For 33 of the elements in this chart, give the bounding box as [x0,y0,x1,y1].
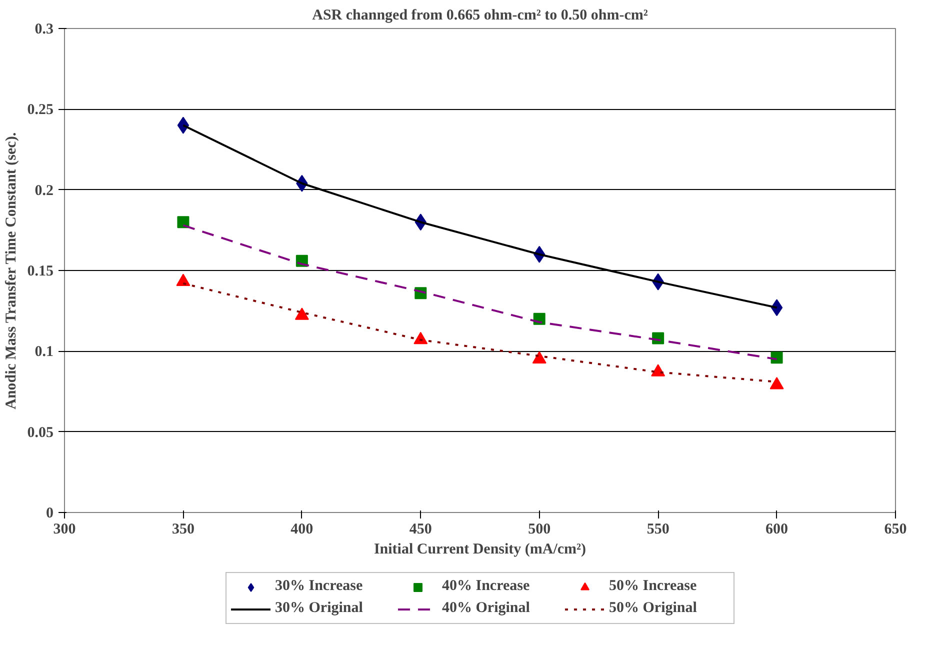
point [176,274,190,286]
legend-label: 50% Increase [609,578,698,595]
x-tick-label: 400 [290,522,314,538]
point [177,116,190,134]
legend-label: 50% Original [609,600,698,617]
x-axis-title: Initial Current Density (mA/cm²) [374,542,586,558]
x-tick-label: 350 [172,522,194,538]
point [532,351,546,364]
x-tick-label: 650 [884,522,907,538]
y-tick-label: 0.1 [34,344,54,360]
point [651,364,666,376]
y-tick-label: 0.3 [34,22,54,38]
x-tick-label: 550 [646,522,670,538]
chart-title: ASR channged from 0.665 ohm-cm² to 0.50 ohm-cm² [312,8,648,24]
legend-label: 40% Increase [442,578,531,595]
x-tick-label: 450 [409,522,432,538]
legend-label: 40% Original [442,600,531,617]
y-axis-title: Anodic Mass Transfer Time Constant (sec). [3,132,20,410]
point [294,308,309,320]
y-tick-label: 0.25 [27,102,54,118]
y-tick-label: 0.15 [27,264,54,280]
point [770,377,784,390]
legend-label: 30% Increase [275,578,364,595]
legend-label: 30% Original [275,600,364,617]
y-tick-label: 0 [46,506,54,522]
x-tick-label: 600 [766,522,788,538]
point [177,216,190,228]
x-tick-label: 500 [528,522,551,538]
y-tick-label: 0.2 [34,182,54,199]
x-tick-label: 300 [53,522,76,538]
y-tick-label: 0.05 [27,424,54,441]
point [414,332,428,344]
point [770,352,783,364]
